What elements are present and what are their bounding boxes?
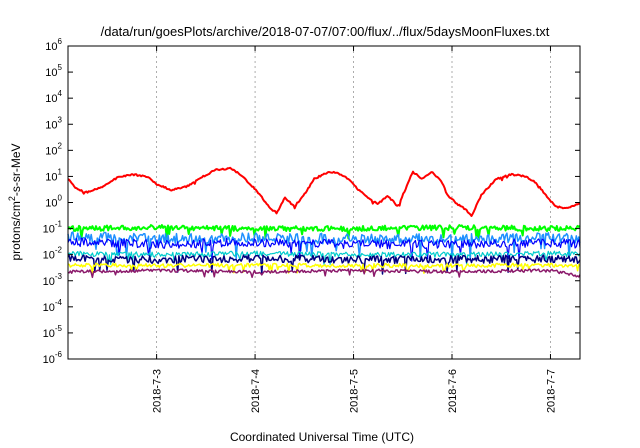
y-tick-label: 10-1 <box>43 220 63 236</box>
series-line <box>67 262 581 274</box>
y-tick-label: 10-3 <box>43 272 63 288</box>
y-tick-label: 104 <box>45 89 62 105</box>
y-axis-label-rest: -s-sr-MeV <box>9 143 23 196</box>
y-tick-base: 10 <box>45 171 57 183</box>
y-tick-exponent: -5 <box>55 324 63 333</box>
y-tick-exponent: 1 <box>58 167 63 176</box>
y-axis-label: protons/cm2-s-sr-MeV <box>7 143 23 260</box>
y-tick-base: 10 <box>43 302 55 314</box>
y-tick-base: 10 <box>43 354 55 366</box>
series-line <box>67 166 581 217</box>
y-tick-exponent: 3 <box>58 115 63 124</box>
y-tick-exponent: -1 <box>55 220 63 229</box>
y-tick-base: 10 <box>43 328 55 340</box>
y-axis-label-base: protons/cm <box>9 201 23 260</box>
y-tick-label: 10-5 <box>43 324 63 340</box>
grid <box>156 46 551 359</box>
x-tick-label: 2018-7-7 <box>545 369 557 413</box>
y-tick-exponent: 2 <box>58 141 63 150</box>
y-axis: 10-610-510-410-310-210-11001011021031041… <box>43 37 580 366</box>
y-tick-label: 106 <box>45 37 62 53</box>
y-tick-base: 10 <box>45 119 57 131</box>
y-tick-exponent: 6 <box>58 37 63 46</box>
y-tick-label: 105 <box>45 63 62 79</box>
y-tick-exponent: -4 <box>55 298 63 307</box>
y-tick-base: 10 <box>43 224 55 236</box>
x-tick-label: 2018-7-5 <box>349 369 361 413</box>
y-tick-label: 10-4 <box>43 298 63 314</box>
y-tick-exponent: 0 <box>58 194 63 203</box>
series-line <box>67 224 581 240</box>
y-tick-label: 101 <box>45 167 62 183</box>
y-tick-base: 10 <box>45 93 57 105</box>
y-tick-label: 102 <box>45 141 62 157</box>
y-tick-label: 103 <box>45 115 62 131</box>
series-line <box>67 231 581 260</box>
y-tick-base: 10 <box>45 41 57 53</box>
y-tick-label: 100 <box>45 194 62 210</box>
series-line <box>67 237 581 262</box>
y-tick-base: 10 <box>43 250 55 262</box>
x-axis-label: Coordinated Universal Time (UTC) <box>230 430 414 444</box>
y-tick-exponent: 5 <box>58 63 63 72</box>
y-tick-base: 10 <box>45 198 57 210</box>
y-tick-base: 10 <box>45 145 57 157</box>
y-tick-base: 10 <box>45 67 57 79</box>
y-tick-label: 10-6 <box>43 350 63 366</box>
plot-frame <box>67 45 581 360</box>
y-tick-exponent: -3 <box>55 272 63 281</box>
x-tick-label: 2018-7-6 <box>447 369 459 413</box>
series-group <box>67 166 581 279</box>
series-line <box>67 250 581 265</box>
y-axis-label-sup: 2 <box>7 196 17 201</box>
y-tick-label: 10-2 <box>43 246 63 262</box>
y-tick-base: 10 <box>43 276 55 288</box>
x-tick-label: 2018-7-3 <box>152 369 164 413</box>
x-tick-label: 2018-7-4 <box>250 369 262 413</box>
chart-title: /data/run/goesPlots/archive/2018-07-07/0… <box>101 24 550 39</box>
y-tick-exponent: 4 <box>58 89 63 98</box>
y-tick-exponent: -2 <box>55 246 63 255</box>
y-tick-exponent: -6 <box>55 350 63 359</box>
series-line <box>67 254 581 275</box>
series-line <box>67 268 581 279</box>
x-axis: 2018-7-3 2018-7-4 2018-7-5 2018-7-6 2018-7-7 <box>152 46 557 413</box>
